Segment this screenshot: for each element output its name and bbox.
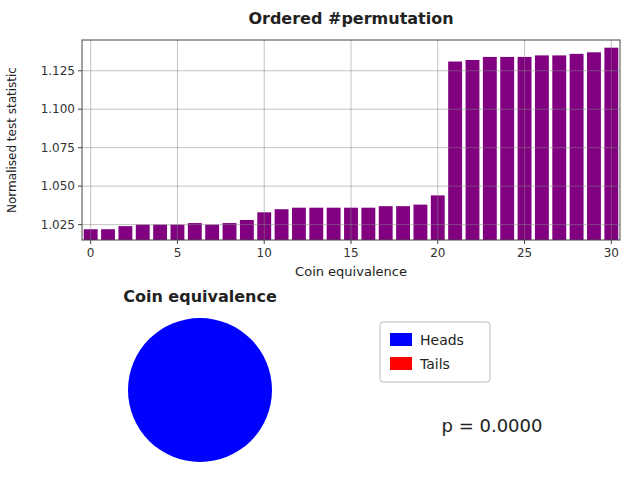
y-axis-label: Normalised test statistic [5,67,19,213]
x-axis-label: Coin equivalence [295,264,407,279]
bar [570,54,584,240]
bar-chart: 0 5 10 15 20 25 30 1.025 1.050 1.075 1.100 1.125 Ord… [5,9,620,480]
grid-line-x [90,40,91,240]
bar [136,225,150,240]
bar [309,208,323,240]
bar [587,52,601,240]
tick-y [78,70,82,71]
tick-y [78,109,82,110]
grid-line-y [82,70,620,71]
tick-label-x: 25 [517,246,532,260]
title: Ordered #permutation [248,9,453,28]
pie-chart: Coin equivalence Heads Tails p = 0.0000 [123,287,542,462]
plot-frame [82,40,620,240]
grid [82,40,620,240]
tick-label-y: 1.025 [41,218,75,232]
bar [379,206,393,240]
bar [188,223,202,240]
tick-label-y: 1.125 [41,64,75,78]
grid-line-y [82,147,620,148]
legend-swatch [390,357,412,370]
pie-title: Coin equivalence [123,287,277,306]
tick-label-x: 15 [343,246,358,260]
tick-label-x: 5 [174,246,182,260]
legend: Heads Tails [380,322,490,382]
bar [240,220,254,240]
grid-line-x [264,40,265,240]
grid-line-y [82,109,620,110]
bar [101,229,115,240]
bar [292,208,306,240]
legend-swatch [390,333,412,346]
tick-x [611,240,612,244]
tick-x [90,240,91,244]
bar [205,225,219,240]
chart-root: 0 5 10 15 20 25 30 1.025 1.050 1.075 1.100 1.125 Ord… [0,0,640,480]
legend-frame [380,322,490,382]
bar [448,62,462,240]
tick-label-x: 20 [430,246,445,260]
grid-line-y [82,186,620,187]
tick-label-y: 1.100 [41,102,75,116]
tick-label-x: 30 [604,246,619,260]
grid-line-x [177,40,178,240]
grid-line-x [611,40,612,240]
tick-x [437,240,438,244]
bar [483,57,497,240]
bar [396,206,410,240]
grid-line-x [524,40,525,240]
tick-y [78,186,82,187]
pie-slice [128,318,272,462]
tick-label-x: 0 [87,246,95,260]
tick-y [78,224,82,225]
grid-line-y [82,224,620,225]
bar [500,57,514,240]
tick-x [264,240,265,244]
tick-label-x: 10 [257,246,272,260]
tick-x [524,240,525,244]
tick-y [78,147,82,148]
grid-line-x [437,40,438,240]
bar [118,226,132,240]
tick-label-y: 1.050 [41,179,75,193]
tick-label-y: 1.075 [41,141,75,155]
pie-slice [199,318,200,390]
bar [361,208,375,240]
grid-line-x [351,40,352,240]
annotation: p = 0.0000 [442,415,543,436]
bar [413,205,427,240]
bar [223,223,237,240]
tick-x [177,240,178,244]
legend-label: Tails [419,356,450,372]
legend-label: Heads [420,332,464,348]
tick-x [351,240,352,244]
bar [153,225,167,240]
bar [466,60,480,240]
bar [327,208,341,240]
